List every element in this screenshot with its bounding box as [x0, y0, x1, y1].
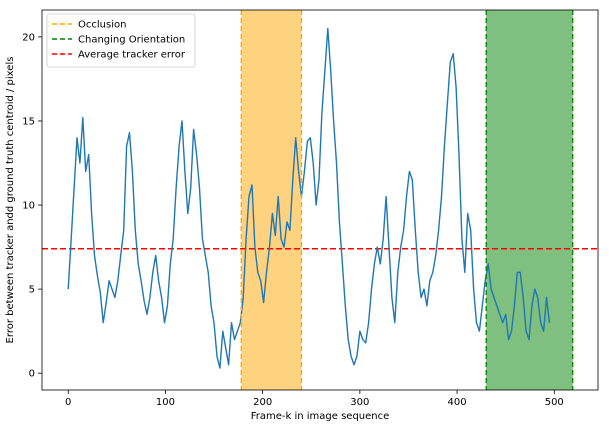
x-axis-ticks: 0 100 200 300 400 500 [65, 390, 564, 408]
y-tick-label: 10 [22, 201, 35, 212]
y-tick-label: 20 [22, 32, 35, 43]
tracker-error-series-line [67, 27, 551, 369]
x-tick-label: 100 [156, 397, 175, 408]
series-layer [67, 27, 551, 369]
y-tick-label: 5 [29, 285, 35, 296]
x-tick-label: 400 [448, 397, 467, 408]
occlusion-region [241, 10, 302, 390]
x-tick-label: 500 [545, 397, 564, 408]
legend-box [46, 13, 196, 68]
y-axis-ticks: 0 5 10 15 20 [22, 32, 42, 380]
y-tick-label: 0 [29, 369, 35, 380]
y-axis-label: Error between tracker andd ground truth … [5, 57, 16, 344]
legend-entries: Occlusion Changing Orientation Average tra… [52, 20, 186, 61]
x-tick-label: 200 [253, 397, 272, 408]
plot-frame [41, 9, 599, 391]
legend-label-occlusion: Occlusion [78, 20, 126, 31]
x-axis-label: Frame-k in image sequence [251, 411, 390, 422]
legend: Occlusion Changing Orientation Average tra… [46, 13, 196, 68]
legend-label-changing-orientation: Changing Orientation [78, 35, 185, 46]
legend-label-average-tracker-error: Average tracker error [78, 50, 186, 61]
y-tick-label: 15 [22, 116, 35, 127]
x-tick-label: 0 [65, 397, 71, 408]
x-tick-label: 300 [350, 397, 369, 408]
region-edges [240, 10, 574, 390]
